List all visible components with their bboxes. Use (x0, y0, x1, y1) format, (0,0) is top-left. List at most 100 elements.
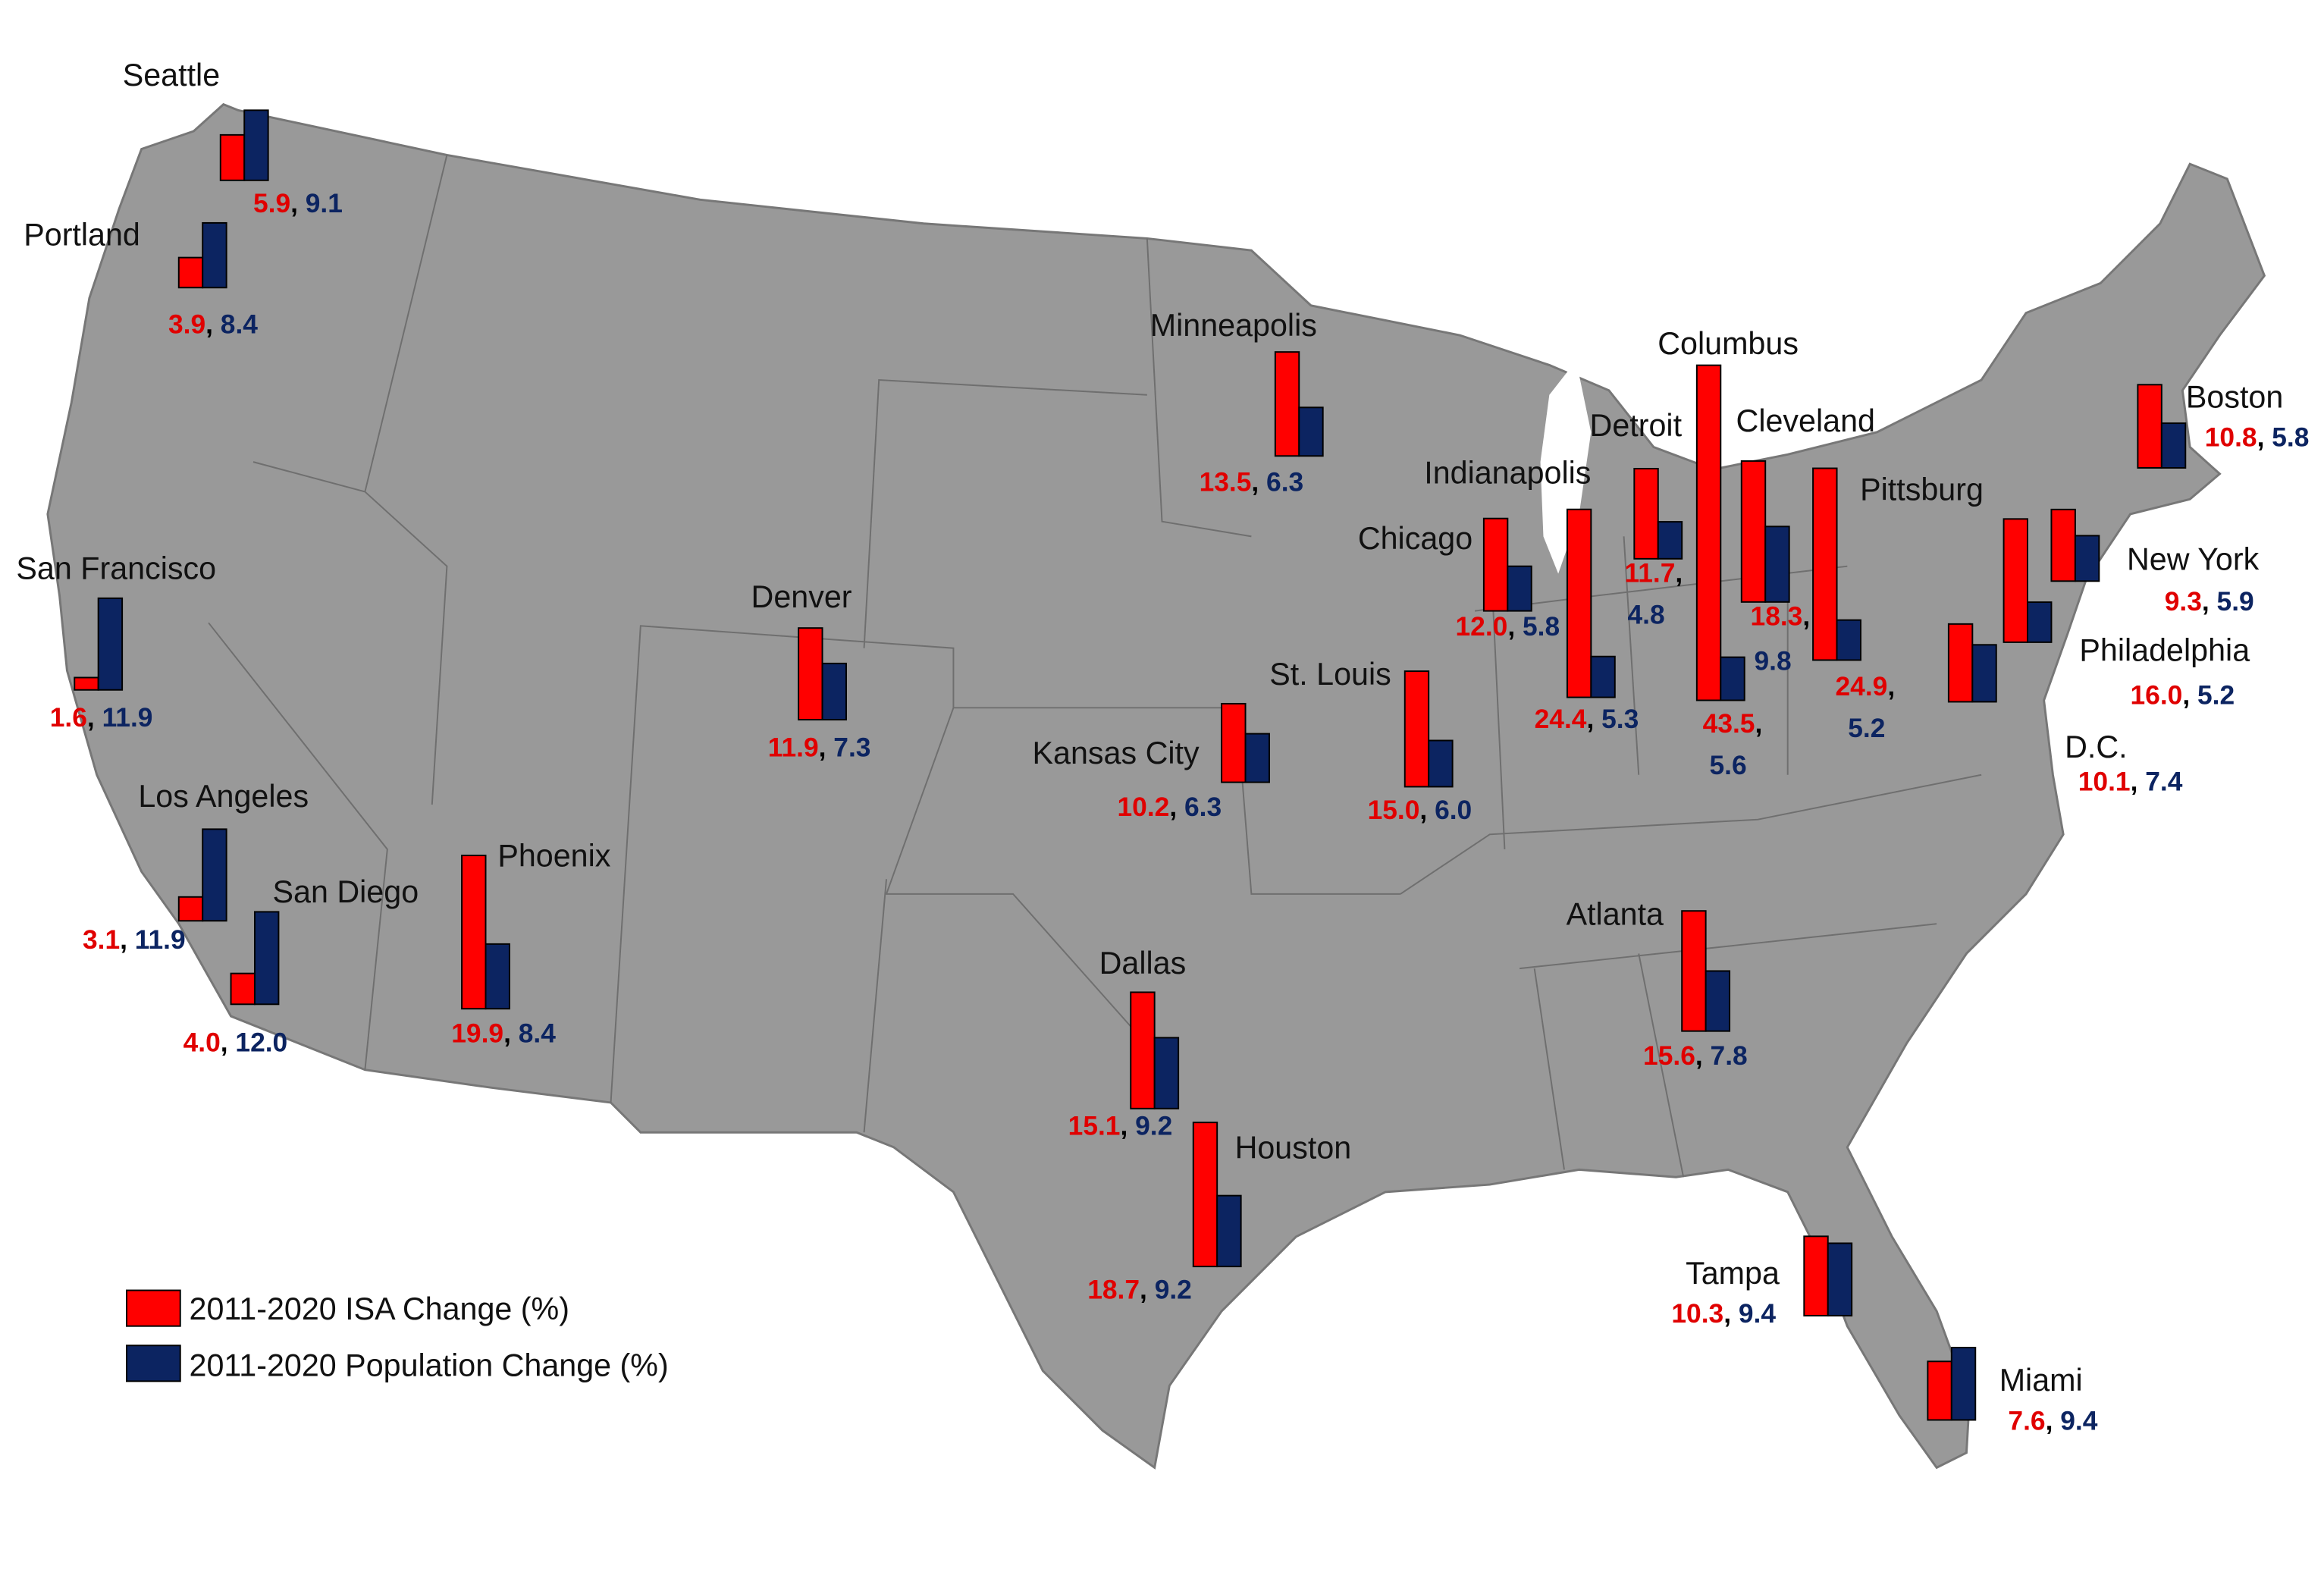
separator: , (1169, 792, 1177, 822)
city-name: Tampa (1686, 1256, 1780, 1291)
isa-label: 10.1 (2078, 767, 2131, 797)
data-label: 16.0, 5.2 (2131, 681, 2235, 711)
bar (2074, 535, 2100, 582)
separator: , (1695, 1041, 1703, 1071)
bar (1244, 733, 1270, 783)
population-label: 5.9 (2217, 587, 2254, 617)
legend-swatch (126, 1345, 181, 1382)
bar (1803, 1235, 1829, 1316)
data-label: 10.3, 9.4 (1671, 1299, 1776, 1329)
city-name: Kansas City (1033, 736, 1200, 770)
bar (2027, 601, 2053, 643)
bar (1482, 517, 1509, 612)
bar (1130, 991, 1156, 1109)
city-name: Houston (1235, 1131, 1352, 1166)
population-label: 9.2 (1135, 1112, 1172, 1141)
city-name: Pittsburg (1860, 472, 1984, 507)
data-label: 15.6, 7.8 (1643, 1041, 1748, 1071)
population-label: 6.3 (1266, 468, 1303, 497)
bar (74, 676, 99, 691)
bar (1274, 351, 1300, 457)
city-name: Indianapolis (1424, 456, 1591, 491)
isa-label: 18.7 (1087, 1276, 1140, 1305)
isa-label: 3.1 (83, 925, 120, 955)
population-label: 11.9 (135, 925, 186, 955)
data-label: 15.1, 9.2 (1068, 1112, 1173, 1141)
population-label: 6.3 (1184, 792, 1222, 822)
isa-label: 5.9 (253, 190, 290, 219)
data-label: 11.9, 7.3 (768, 733, 871, 763)
isa-label: 24.4 (1535, 704, 1587, 734)
separator: , (2257, 423, 2265, 453)
bar (1221, 702, 1247, 783)
separator: , (2046, 1407, 2053, 1436)
isa-label: 9.3 (2165, 587, 2202, 617)
bar (1153, 1037, 1180, 1109)
isa-label: 15.0 (1368, 795, 1420, 825)
bar (202, 221, 227, 289)
isa-label: 4.0 (183, 1028, 221, 1058)
separator: , (1887, 672, 1895, 701)
data-label: 9.3, 5.9 (2165, 587, 2254, 617)
population-label: 7.3 (833, 733, 870, 763)
bar (485, 943, 510, 1010)
legend-swatch (126, 1289, 181, 1327)
bar (1740, 460, 1767, 603)
city-name: Atlanta (1567, 896, 1664, 931)
bar (461, 855, 487, 1010)
population-label: 9.4 (2060, 1407, 2097, 1436)
city-name: D.C. (2065, 730, 2128, 764)
population-label: 8.4 (221, 310, 258, 340)
isa-label: 16.0 (2131, 681, 2183, 711)
separator: , (1419, 795, 1427, 825)
separator: , (503, 1019, 511, 1049)
bar (1298, 406, 1324, 457)
population-label: 9.4 (1739, 1299, 1776, 1329)
population-label: 9.2 (1155, 1276, 1192, 1305)
bar (1705, 970, 1731, 1032)
isa-label: 10.2 (1118, 792, 1170, 822)
city-name: Los Angeles (138, 779, 309, 814)
data-label: 1.6, 11.9 (50, 703, 153, 733)
city-name: Seattle (123, 58, 220, 93)
city-name: Dallas (1099, 946, 1187, 981)
bar (1403, 670, 1430, 788)
city-name: Chicago (1358, 521, 1472, 556)
population-label: 12.0 (235, 1028, 287, 1058)
data-label: 18.7, 9.2 (1087, 1276, 1192, 1305)
data-label: 11.7, (1625, 559, 1683, 588)
bar (202, 828, 227, 922)
bar (1192, 1122, 1218, 1268)
bar (1695, 364, 1722, 701)
data-label: 9.8 (1754, 647, 1791, 676)
legend-label: 2011-2020 ISA Change (%) (190, 1291, 569, 1326)
separator: , (1586, 704, 1594, 734)
separator: , (205, 310, 213, 340)
population-label: 5.2 (2197, 681, 2235, 711)
population-label: 4.8 (1627, 601, 1664, 630)
population-label: 11.9 (102, 703, 153, 733)
bar (798, 627, 823, 721)
isa-label: 3.9 (168, 310, 205, 340)
separator: , (221, 1028, 228, 1058)
city-name: Boston (2186, 380, 2283, 415)
separator: , (1120, 1112, 1128, 1141)
data-label: 5.9, 9.1 (253, 190, 343, 219)
city-name: Cleveland (1736, 403, 1875, 438)
bar (1720, 656, 1745, 701)
bar (253, 911, 280, 1006)
bar (1764, 526, 1790, 603)
bar (177, 896, 204, 922)
separator: , (1140, 1276, 1147, 1305)
data-label: 3.1, 11.9 (83, 925, 186, 955)
isa-label: 10.8 (2205, 423, 2257, 453)
data-label: 5.2 (1848, 714, 1885, 743)
city-name: San Diego (273, 874, 419, 909)
bar (230, 972, 256, 1006)
bar (97, 597, 124, 691)
city-name: Minneapolis (1150, 308, 1317, 343)
bar (821, 662, 847, 721)
city-name: Philadelphia (2079, 633, 2250, 668)
separator: , (290, 190, 298, 219)
